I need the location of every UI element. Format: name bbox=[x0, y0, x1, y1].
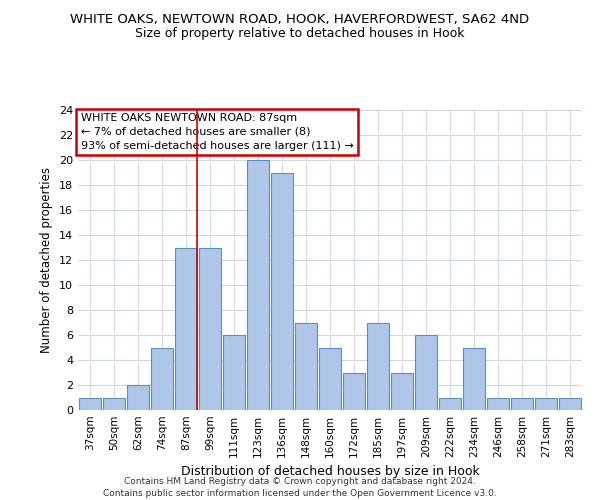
Bar bbox=[487, 398, 509, 410]
Bar bbox=[151, 348, 173, 410]
Bar bbox=[199, 248, 221, 410]
X-axis label: Distribution of detached houses by size in Hook: Distribution of detached houses by size … bbox=[181, 466, 479, 478]
Bar bbox=[247, 160, 269, 410]
Bar bbox=[343, 372, 365, 410]
Bar bbox=[79, 398, 101, 410]
Bar bbox=[415, 335, 437, 410]
Text: Contains HM Land Registry data © Crown copyright and database right 2024.
Contai: Contains HM Land Registry data © Crown c… bbox=[103, 476, 497, 498]
Text: Size of property relative to detached houses in Hook: Size of property relative to detached ho… bbox=[135, 28, 465, 40]
Bar bbox=[271, 172, 293, 410]
Bar bbox=[511, 398, 533, 410]
Y-axis label: Number of detached properties: Number of detached properties bbox=[40, 167, 53, 353]
Bar bbox=[319, 348, 341, 410]
Bar bbox=[535, 398, 557, 410]
Bar bbox=[391, 372, 413, 410]
Bar bbox=[127, 385, 149, 410]
Text: WHITE OAKS NEWTOWN ROAD: 87sqm
← 7% of detached houses are smaller (8)
93% of se: WHITE OAKS NEWTOWN ROAD: 87sqm ← 7% of d… bbox=[80, 113, 353, 151]
Bar bbox=[103, 398, 125, 410]
Bar bbox=[175, 248, 197, 410]
Bar bbox=[463, 348, 485, 410]
Bar bbox=[367, 322, 389, 410]
Text: WHITE OAKS, NEWTOWN ROAD, HOOK, HAVERFORDWEST, SA62 4ND: WHITE OAKS, NEWTOWN ROAD, HOOK, HAVERFOR… bbox=[70, 12, 530, 26]
Bar bbox=[559, 398, 581, 410]
Bar bbox=[223, 335, 245, 410]
Bar bbox=[295, 322, 317, 410]
Bar bbox=[439, 398, 461, 410]
